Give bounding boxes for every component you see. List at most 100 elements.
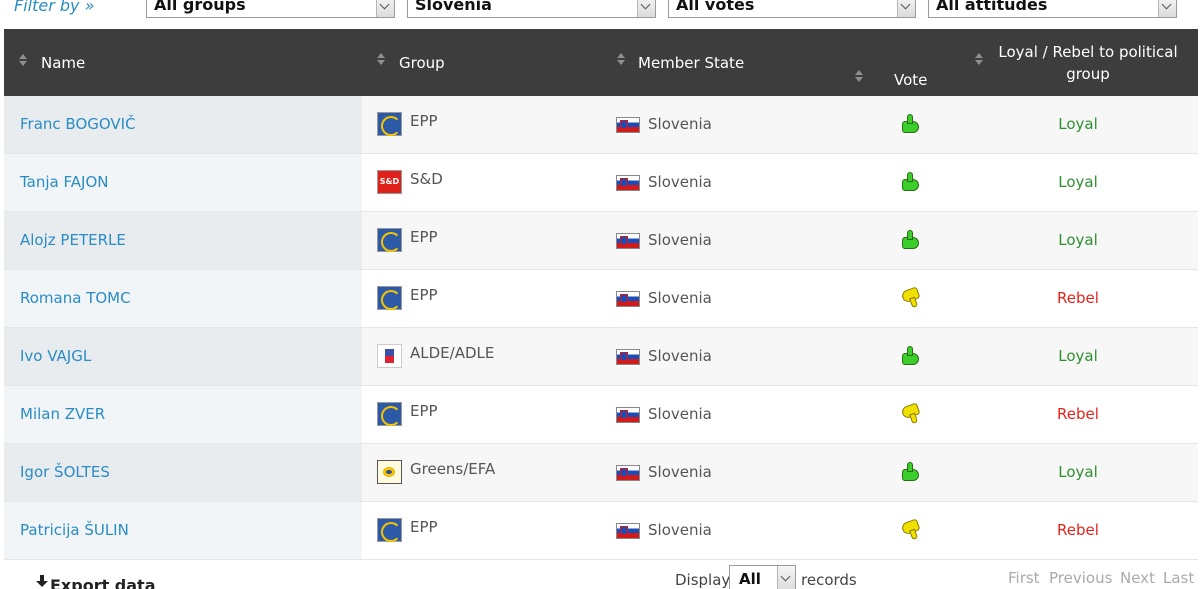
group-name: EPP (410, 402, 438, 420)
member-name-link[interactable]: Milan ZVER (20, 405, 106, 423)
member-name-link[interactable]: Romana TOMC (20, 289, 131, 307)
table-row: Romana TOMC EPP Slovenia Rebel (4, 270, 1198, 328)
vote-cell (900, 345, 922, 367)
state-name: Slovenia (648, 289, 712, 307)
sort-icon (855, 70, 863, 82)
name-cell: Franc BOGOVIČ (4, 96, 362, 153)
thumbs-up-icon (900, 461, 922, 483)
records-length-value: All (739, 570, 761, 588)
column-header-name[interactable]: Name (4, 29, 362, 96)
column-header-state[interactable]: Member State (614, 29, 854, 96)
column-header-state-label: Member State (638, 54, 745, 72)
thumbs-up-icon (900, 171, 922, 193)
chevron-down-icon[interactable] (376, 0, 394, 17)
epp-logo (377, 228, 402, 252)
member-name-link[interactable]: Tanja FAJON (20, 173, 109, 191)
epp-logo (377, 518, 402, 542)
table-row: Patricija ŠULIN EPP Slovenia Rebel (4, 502, 1198, 560)
group-name: EPP (410, 112, 438, 130)
sort-icon (617, 53, 625, 65)
thumbs-down-icon (897, 284, 925, 312)
attitude-label: Rebel (1057, 405, 1099, 423)
attitude-label: Loyal (1058, 231, 1098, 249)
sort-icon (377, 53, 385, 65)
pager-previous[interactable]: Previous (1049, 569, 1113, 587)
state-name: Slovenia (648, 405, 712, 423)
group-filter-select[interactable]: All groups (146, 0, 395, 18)
group-filter-value: All groups (154, 0, 246, 14)
slovenia-flag-icon (616, 175, 640, 191)
member-name-link[interactable]: Alojz PETERLE (20, 231, 126, 249)
column-header-loyal-rebel[interactable]: Loyal / Rebel to political group (974, 29, 1198, 96)
chevron-down-icon[interactable] (897, 0, 915, 17)
votes-table: Name Group Member State Vote Loyal / Reb… (4, 29, 1198, 560)
thumbs-down-icon (897, 516, 925, 544)
table-row: Tanja FAJON S&D S&D Slovenia Loyal (4, 154, 1198, 212)
slovenia-flag-icon (616, 407, 640, 423)
column-header-vote[interactable]: Vote (854, 46, 974, 89)
table-row: Alojz PETERLE EPP Slovenia Loyal (4, 212, 1198, 270)
display-label: Display (675, 571, 731, 589)
state-name: Slovenia (648, 115, 712, 133)
pager-last[interactable]: Last (1163, 569, 1195, 587)
vote-cell (900, 229, 922, 251)
member-name-link[interactable]: Patricija ŠULIN (20, 521, 129, 539)
state-filter-value: Slovenia (415, 0, 492, 14)
table-body: Franc BOGOVIČ EPP Slovenia Loyal Tanja FAJON… (4, 96, 1198, 560)
member-name-link[interactable]: Ivo VAJGL (20, 347, 92, 365)
state-name: Slovenia (648, 173, 712, 191)
records-length-select[interactable]: All (729, 565, 796, 589)
slovenia-flag-icon (616, 349, 640, 365)
vote-cell (900, 461, 922, 483)
attitude-label: Loyal (1058, 347, 1098, 365)
state-name: Slovenia (648, 521, 712, 539)
vote-filter-value: All votes (676, 0, 755, 14)
state-name: Slovenia (648, 463, 712, 481)
column-header-group[interactable]: Group (374, 29, 614, 96)
group-name: Greens/EFA (410, 460, 496, 478)
vote-filter-select[interactable]: All votes (668, 0, 916, 18)
group-name: ALDE/ADLE (410, 344, 495, 362)
vote-cell (897, 284, 925, 312)
alde-logo (377, 344, 402, 368)
slovenia-flag-icon (616, 233, 640, 249)
thumbs-up-icon (900, 229, 922, 251)
vote-cell (897, 516, 925, 544)
state-name: Slovenia (648, 231, 712, 249)
pager-next[interactable]: Next (1120, 569, 1155, 587)
chevron-down-icon[interactable] (1158, 0, 1176, 17)
thumbs-down-icon (897, 400, 925, 428)
column-header-group-label: Group (399, 54, 445, 72)
table-row: Franc BOGOVIČ EPP Slovenia Loyal (4, 96, 1198, 154)
download-icon[interactable] (36, 575, 48, 587)
chevron-down-icon[interactable] (637, 0, 655, 17)
attitude-filter-select[interactable]: All attitudes (928, 0, 1177, 18)
name-cell: Tanja FAJON (4, 154, 362, 211)
attitude-label: Rebel (1057, 521, 1099, 539)
filter-by-label: Filter by » (14, 0, 95, 15)
group-name: EPP (410, 518, 438, 536)
group-name: S&D (410, 170, 443, 188)
chevron-down-icon[interactable] (777, 566, 795, 589)
name-cell: Romana TOMC (4, 270, 362, 327)
vote-cell (900, 171, 922, 193)
attitude-filter-value: All attitudes (936, 0, 1048, 14)
member-name-link[interactable]: Igor ŠOLTES (20, 463, 110, 481)
epp-logo (377, 402, 402, 426)
member-name-link[interactable]: Franc BOGOVIČ (20, 115, 136, 133)
name-cell: Patricija ŠULIN (4, 502, 362, 559)
sort-icon (19, 54, 27, 66)
state-filter-select[interactable]: Slovenia (407, 0, 656, 18)
vote-cell (900, 113, 922, 135)
pager-first[interactable]: First (1008, 569, 1040, 587)
export-data-link[interactable]: Export data (50, 576, 156, 589)
vote-cell (897, 400, 925, 428)
state-name: Slovenia (648, 347, 712, 365)
name-cell: Milan ZVER (4, 386, 362, 443)
attitude-label: Loyal (1058, 173, 1098, 191)
attitude-label: Rebel (1057, 289, 1099, 307)
epp-logo (377, 286, 402, 310)
column-header-loyal-label: Loyal / Rebel to political group (998, 43, 1178, 83)
column-header-vote-label: Vote (894, 71, 928, 89)
greens-logo (377, 460, 402, 484)
